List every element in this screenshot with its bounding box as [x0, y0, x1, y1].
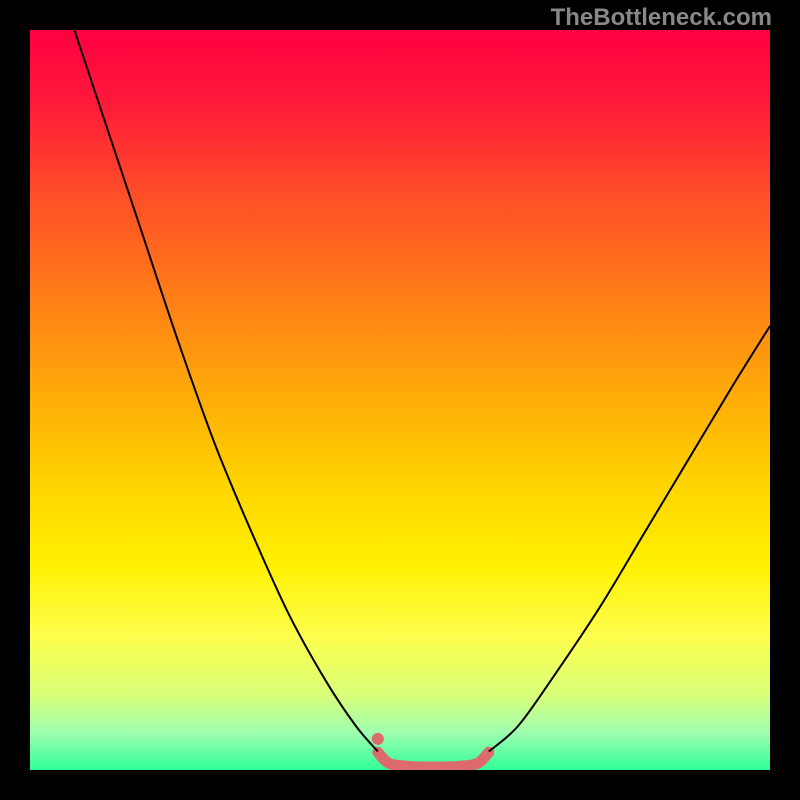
left-curve [74, 30, 377, 752]
right-curve [489, 326, 770, 752]
valley-band [378, 752, 489, 767]
valley-marker [372, 733, 384, 745]
watermark-text: TheBottleneck.com [551, 4, 772, 32]
bottleneck-chart [30, 30, 770, 770]
